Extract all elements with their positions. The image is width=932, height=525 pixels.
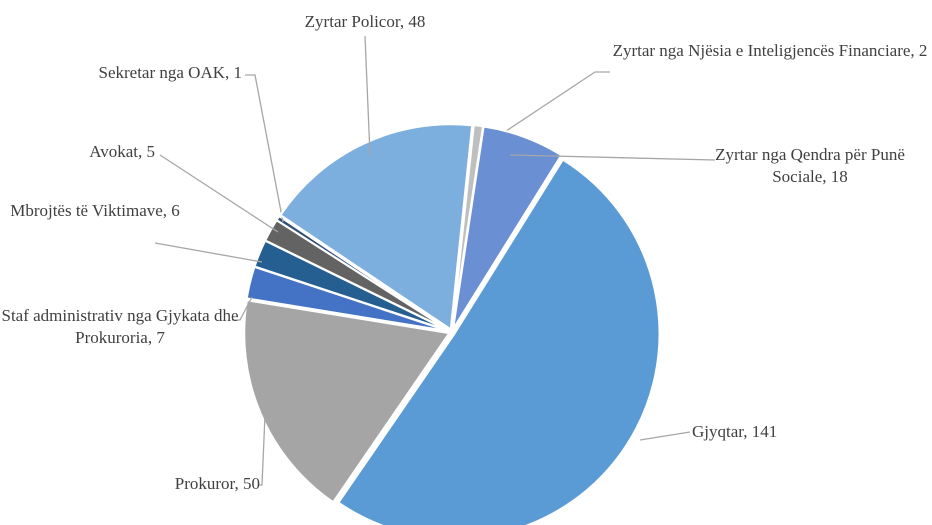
pie-slice: [337, 158, 661, 525]
leader-line: [154, 242, 263, 263]
data-label: Prokuror, 50: [174, 474, 260, 493]
data-label: Staf administrativ nga Gjykata dhe Proku…: [1, 306, 239, 347]
pie-slice: [275, 214, 451, 332]
pie-slice: [279, 123, 474, 332]
leader-line: [159, 154, 279, 233]
data-label: Zyrtar Policor, 48: [304, 12, 426, 31]
leader-line: [509, 154, 716, 161]
data-label: Gjyqtar, 141: [692, 422, 778, 441]
data-label: Zyrtar nga Njësia e Inteligjencës Financ…: [612, 41, 928, 60]
data-label: Avokat, 5: [89, 142, 155, 161]
leader-line: [481, 71, 610, 148]
data-label: Zyrtar nga Qendra për Punë Sociale, 18: [715, 145, 905, 186]
pie-slice: [452, 125, 563, 330]
leader-line: [639, 431, 691, 441]
data-label: Sekretar nga OAK, 1: [98, 63, 242, 82]
leader-line: [232, 296, 253, 321]
leader-line: [245, 74, 284, 223]
leader-line: [364, 35, 371, 156]
data-label: Mbrojtës të Viktimave, 6: [10, 201, 180, 220]
pie-slice: [243, 299, 451, 504]
leader-line: [258, 414, 266, 486]
